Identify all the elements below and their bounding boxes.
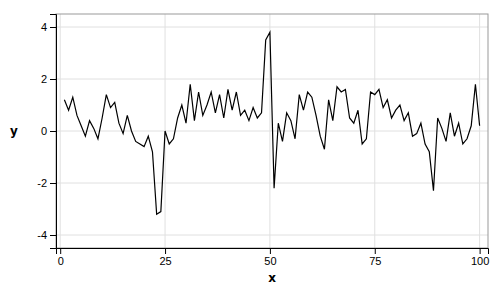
- plot-frame: [56, 14, 488, 248]
- x-tick: 100: [471, 248, 489, 267]
- y-grid-line: [56, 183, 488, 184]
- y-tick-label: 2: [41, 73, 47, 85]
- x-tick-label: 75: [369, 255, 381, 267]
- y-grid-line: [56, 235, 488, 236]
- x-tick-mark: [60, 248, 61, 254]
- x-tick: 25: [159, 248, 171, 267]
- x-tick-label: 50: [264, 255, 276, 267]
- x-tick: 50: [264, 248, 276, 267]
- y-tick-mark: [50, 131, 56, 132]
- y-tick: 4: [41, 21, 56, 33]
- y-tick: -2: [37, 177, 56, 189]
- plot: 0 25 50 75 100 -4 -2 0 2 4: [37, 14, 489, 267]
- y-tick: -4: [37, 229, 56, 241]
- x-axis-line: [57, 249, 489, 255]
- y-axis-line: [50, 15, 57, 249]
- x-axis: 0 25 50 75 100: [57, 248, 490, 267]
- x-tick-label: 25: [159, 255, 171, 267]
- y-tick-mark: [50, 183, 56, 184]
- chart-svg: 0 25 50 75 100 -4 -2 0 2 4 x y: [0, 0, 504, 288]
- y-tick: 0: [41, 125, 56, 137]
- x-tick-mark: [270, 248, 271, 254]
- y-grid-line: [56, 79, 488, 80]
- y-axis-label: y: [10, 124, 18, 138]
- marks: [64, 32, 479, 214]
- chart-container: 0 25 50 75 100 -4 -2 0 2 4 x y: [0, 0, 504, 288]
- x-tick-label: 100: [471, 255, 489, 267]
- y-grid-line: [56, 27, 488, 28]
- y-tick-mark: [50, 235, 56, 236]
- y-tick-label: 0: [41, 125, 47, 137]
- grid: [56, 14, 488, 248]
- y-tick-label: 4: [41, 21, 47, 33]
- y-tick: 2: [41, 73, 56, 85]
- y-axis: -4 -2 0 2 4: [37, 15, 56, 249]
- x-tick-mark: [480, 248, 481, 254]
- x-tick: 75: [369, 248, 381, 267]
- y-tick-label: -2: [37, 177, 47, 189]
- line: [64, 32, 479, 214]
- x-tick: 0: [58, 248, 64, 267]
- y-tick-label: -4: [37, 229, 47, 241]
- y-tick-mark: [50, 27, 56, 28]
- x-tick-mark: [165, 248, 166, 254]
- x-tick-label: 0: [58, 255, 64, 267]
- x-tick-mark: [375, 248, 376, 254]
- y-tick-mark: [50, 79, 56, 80]
- x-axis-label: x: [268, 271, 276, 285]
